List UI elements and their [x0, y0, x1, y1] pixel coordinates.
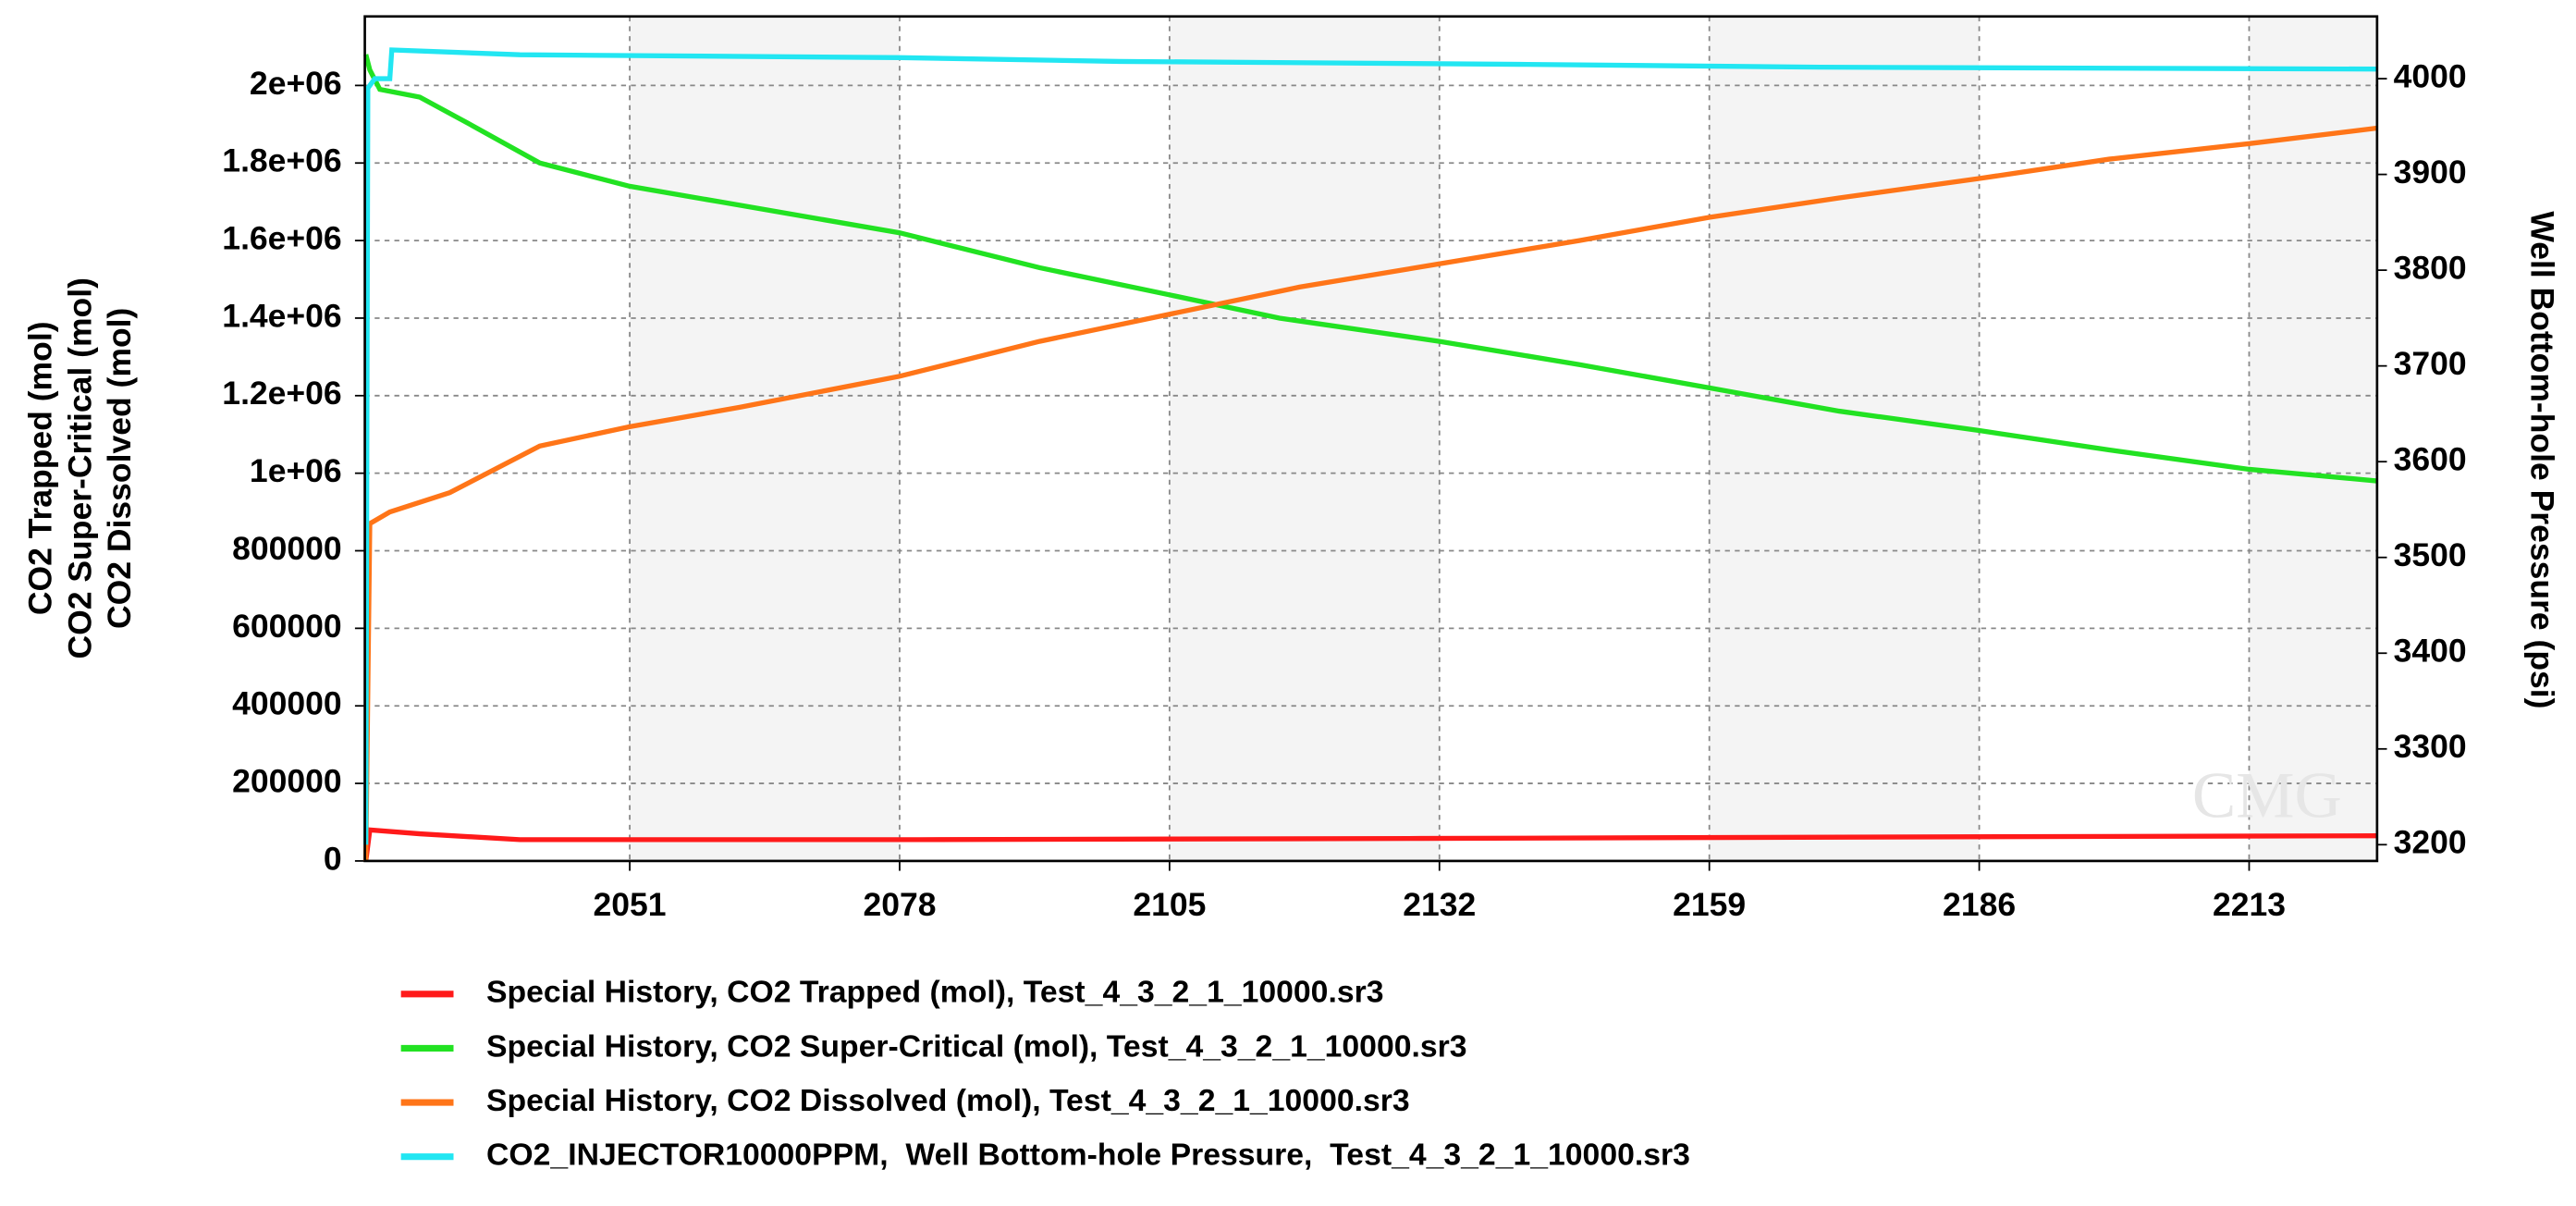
series-line [362, 125, 2378, 861]
y-tick-label: 1.2e+06 [222, 375, 341, 412]
y-axis-label: CO2 Dissolved (mol) [101, 308, 138, 629]
y-tick-label: 600000 [232, 608, 342, 645]
y2-tick-label: 3700 [2394, 345, 2467, 382]
x-tick-label: 2186 [1943, 886, 2016, 923]
legend-label: CO2_INJECTOR10000PPM, Well Bottom-hole P… [486, 1138, 1690, 1173]
x-tick-label: 2051 [594, 886, 667, 923]
legend-label: Special History, CO2 Super-Critical (mol… [486, 1028, 1467, 1064]
watermark: CMG [2192, 759, 2342, 831]
series-line [363, 54, 2378, 484]
series-line [362, 47, 2377, 845]
y2-tick-label: 4000 [2394, 57, 2467, 94]
y-axis-label: CO2 Trapped (mol) [22, 321, 59, 615]
y2-axis-label: Well Bottom-hole Pressure (psi) [2523, 211, 2560, 708]
band [630, 16, 900, 861]
y-tick-label: 1.8e+06 [222, 142, 341, 179]
y-tick-label: 1.6e+06 [222, 219, 341, 256]
y-axis-label: CO2 Super-Critical (mol) [61, 277, 98, 658]
series-line [363, 827, 2377, 862]
y-tick-label: 1.4e+06 [222, 297, 341, 334]
x-tick-label: 2159 [1673, 886, 1746, 923]
y2-tick-label: 3500 [2394, 536, 2467, 573]
y2-tick-label: 3300 [2394, 728, 2467, 765]
y-tick-label: 1e+06 [250, 452, 342, 489]
y-tick-label: 800000 [232, 530, 342, 567]
y2-tick-label: 3200 [2394, 824, 2467, 861]
band [1709, 16, 1980, 861]
y-tick-label: 2e+06 [250, 65, 342, 102]
x-tick-label: 2132 [1403, 886, 1476, 923]
y-tick-label: 0 [324, 840, 342, 877]
y2-tick-label: 3400 [2394, 633, 2467, 670]
x-tick-label: 2105 [1133, 886, 1206, 923]
x-tick-label: 2078 [863, 886, 936, 923]
y2-tick-label: 3800 [2394, 250, 2467, 287]
y2-tick-label: 3900 [2394, 154, 2467, 191]
band [1169, 16, 1440, 861]
legend-label: Special History, CO2 Trapped (mol), Test… [486, 975, 1383, 1010]
band [2249, 16, 2377, 861]
y2-tick-label: 3600 [2394, 441, 2467, 478]
plot-frame [363, 15, 2379, 863]
y-tick-label: 200000 [232, 762, 342, 799]
y-tick-label: 400000 [232, 685, 342, 722]
legend-label: Special History, CO2 Dissolved (mol), Te… [486, 1083, 1410, 1118]
x-tick-label: 2213 [2213, 886, 2286, 923]
